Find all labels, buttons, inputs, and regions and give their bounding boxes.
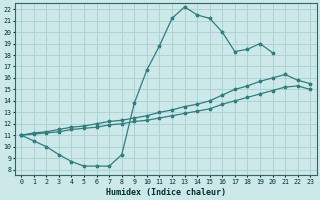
X-axis label: Humidex (Indice chaleur): Humidex (Indice chaleur) <box>106 188 226 197</box>
